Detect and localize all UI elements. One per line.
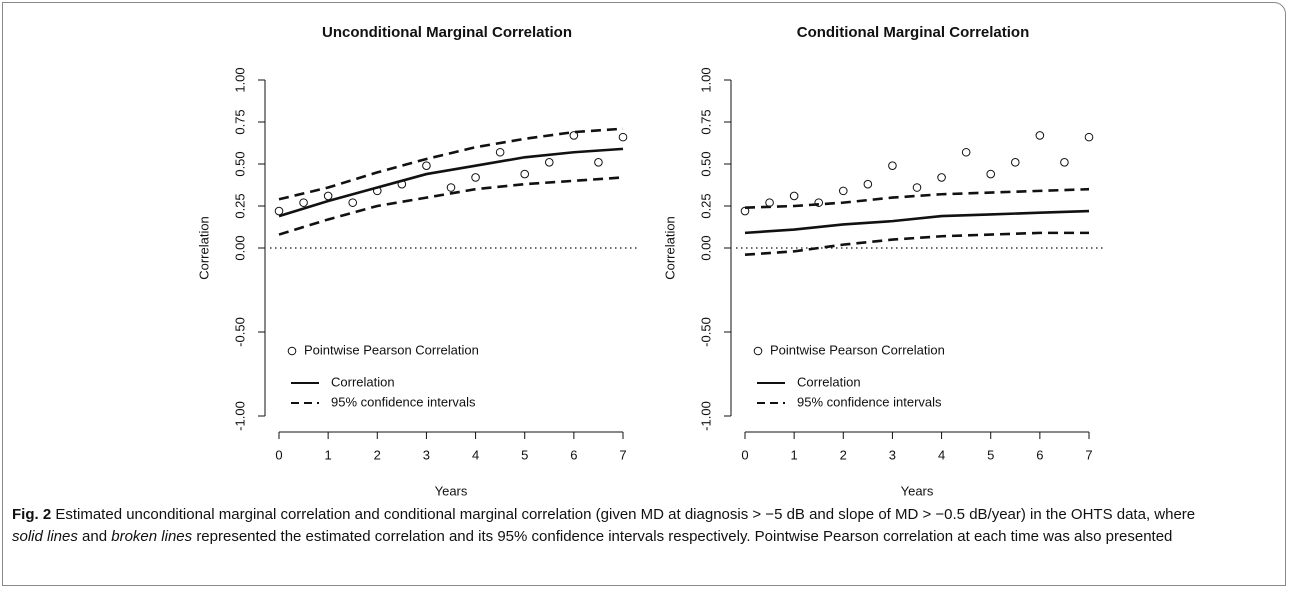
x-tick-label: 3	[423, 447, 430, 462]
point	[814, 198, 824, 207]
legend-symbol	[753, 346, 763, 356]
x-tick-label: 7	[1085, 447, 1092, 462]
y-tick-label: -0.50	[698, 317, 713, 347]
x-tick-label: 7	[619, 447, 626, 462]
x-tick-label: 0	[275, 447, 282, 462]
point	[446, 183, 456, 192]
point	[986, 169, 996, 179]
y-tick-label: -0.50	[232, 317, 247, 347]
y-tick-label: 1.00	[698, 67, 713, 92]
point	[838, 186, 848, 196]
caption: Fig. 2 Estimated unconditional marginal …	[12, 504, 1212, 548]
point	[323, 191, 333, 201]
line-dashed	[278, 127, 624, 201]
point	[912, 183, 922, 192]
point	[1010, 158, 1020, 167]
y-axis-label: Correlation	[196, 216, 211, 280]
point	[961, 147, 971, 157]
x-tick-label: 1	[791, 447, 798, 462]
y-tick-label: -1.00	[232, 401, 247, 431]
point	[569, 131, 579, 140]
y-tick-label: 0.25	[232, 193, 247, 218]
point	[274, 206, 284, 216]
x-tick-label: 5	[521, 447, 528, 462]
point	[422, 161, 431, 170]
legend-label: Correlation	[331, 374, 395, 389]
point	[594, 158, 603, 167]
x-tick-label: 4	[472, 447, 479, 462]
line-dashed	[744, 187, 1090, 209]
x-tick-label: 2	[840, 447, 847, 462]
point	[789, 191, 799, 201]
point	[937, 173, 946, 182]
caption-text: and	[82, 528, 108, 545]
caption-label: Fig. 2	[12, 506, 52, 523]
line-dashed	[278, 176, 624, 236]
caption-text: Estimated unconditional marginal correla…	[55, 506, 1196, 523]
legend-label: 95% confidence intervals	[797, 394, 942, 409]
y-tick-label: 0.00	[698, 235, 713, 260]
y-tick-label: 0.25	[698, 193, 713, 218]
x-tick-label: 1	[325, 447, 332, 462]
legend-symbol	[287, 346, 297, 356]
point	[471, 173, 480, 182]
point	[618, 132, 628, 142]
x-tick-label: 2	[374, 447, 381, 462]
point	[1084, 132, 1094, 142]
y-tick-label: 0.75	[232, 109, 247, 134]
line-dashed	[744, 231, 1089, 257]
x-tick-label: 0	[741, 447, 748, 462]
legend-label: 95% confidence intervals	[331, 394, 476, 409]
x-axis-label: Years	[901, 483, 934, 498]
point	[348, 198, 358, 207]
caption-emphasis: solid lines	[12, 528, 78, 545]
legend-label: Correlation	[797, 374, 861, 389]
y-tick-label: -1.00	[698, 401, 713, 431]
point	[299, 198, 308, 207]
point	[520, 169, 530, 179]
point	[888, 161, 897, 170]
charts: Unconditional Marginal Correlation 1.00 0.…	[196, 24, 1103, 498]
y-tick-label: 0.75	[698, 109, 713, 134]
y-tick-label: 0.00	[232, 235, 247, 260]
x-axis-label: Years	[435, 483, 468, 498]
point	[544, 158, 554, 167]
point	[765, 198, 774, 207]
y-tick-label: 0.50	[232, 151, 247, 176]
chart-title: Conditional Marginal Correlation	[797, 24, 1030, 41]
y-tick-label: 1.00	[232, 67, 247, 92]
chart-title: Unconditional Marginal Correlation	[322, 24, 572, 41]
line-solid	[744, 209, 1090, 235]
point	[1060, 158, 1069, 167]
legend-label: Pointwise Pearson Correlation	[770, 342, 945, 357]
x-tick-label: 5	[987, 447, 994, 462]
y-tick-label: 0.50	[698, 151, 713, 176]
x-tick-label: 4	[938, 447, 945, 462]
point	[1035, 131, 1045, 140]
caption-emphasis: broken lines	[111, 528, 193, 545]
legend-label: Pointwise Pearson Correlation	[304, 342, 479, 357]
point	[863, 179, 873, 189]
x-tick-label: 6	[1036, 447, 1043, 462]
x-tick-label: 3	[889, 447, 896, 462]
point	[495, 147, 505, 157]
y-axis-label: Correlation	[662, 216, 677, 280]
x-tick-label: 6	[570, 447, 577, 462]
line-solid	[278, 147, 624, 218]
caption-text: represented the estimated correlation an…	[196, 528, 1173, 545]
